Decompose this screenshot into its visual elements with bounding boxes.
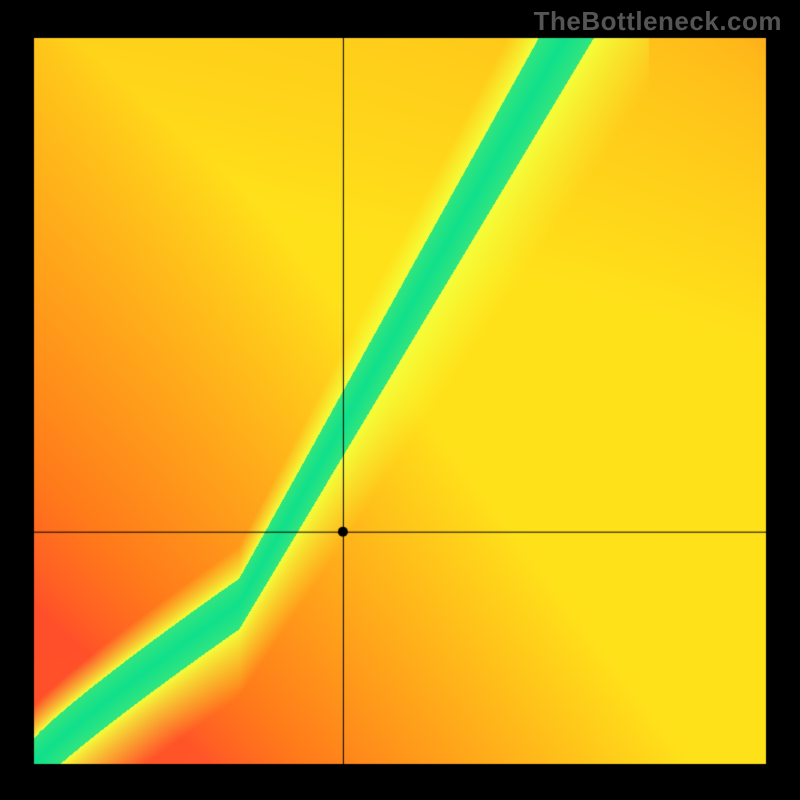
bottleneck-heatmap: [0, 0, 800, 800]
chart-container: { "watermark": { "text": "TheBottleneck.…: [0, 0, 800, 800]
watermark-text: TheBottleneck.com: [534, 6, 782, 37]
